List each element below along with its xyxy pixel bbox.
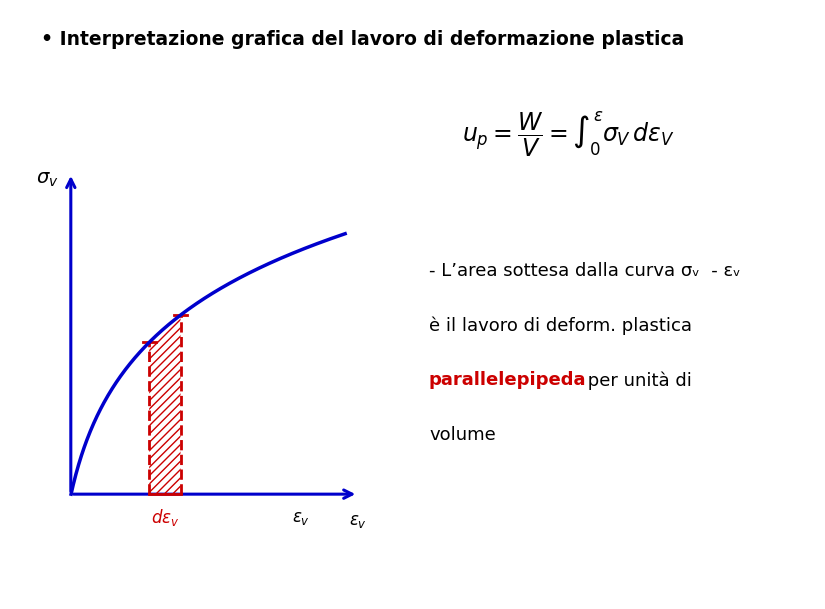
Text: volume: volume — [429, 426, 496, 445]
Text: è il lavoro di deform. plastica: è il lavoro di deform. plastica — [429, 317, 692, 335]
Text: $\varepsilon_v$: $\varepsilon_v$ — [349, 512, 367, 530]
Text: $\sigma_v$: $\sigma_v$ — [36, 169, 59, 189]
Text: $d\varepsilon_v$: $d\varepsilon_v$ — [151, 507, 179, 529]
Text: • Interpretazione grafica del lavoro di deformazione plastica: • Interpretazione grafica del lavoro di … — [41, 30, 685, 49]
Text: per unità di: per unità di — [582, 371, 691, 390]
Text: $u_p = \dfrac{W}{V} = \int_0^{\varepsilon} \sigma_V \, d\varepsilon_V$: $u_p = \dfrac{W}{V} = \int_0^{\varepsilo… — [462, 110, 675, 159]
Text: parallelepipeda: parallelepipeda — [429, 371, 587, 390]
Text: $\varepsilon_v$: $\varepsilon_v$ — [292, 509, 309, 527]
Text: - L’area sottesa dalla curva σᵥ  - εᵥ: - L’area sottesa dalla curva σᵥ - εᵥ — [429, 262, 741, 280]
